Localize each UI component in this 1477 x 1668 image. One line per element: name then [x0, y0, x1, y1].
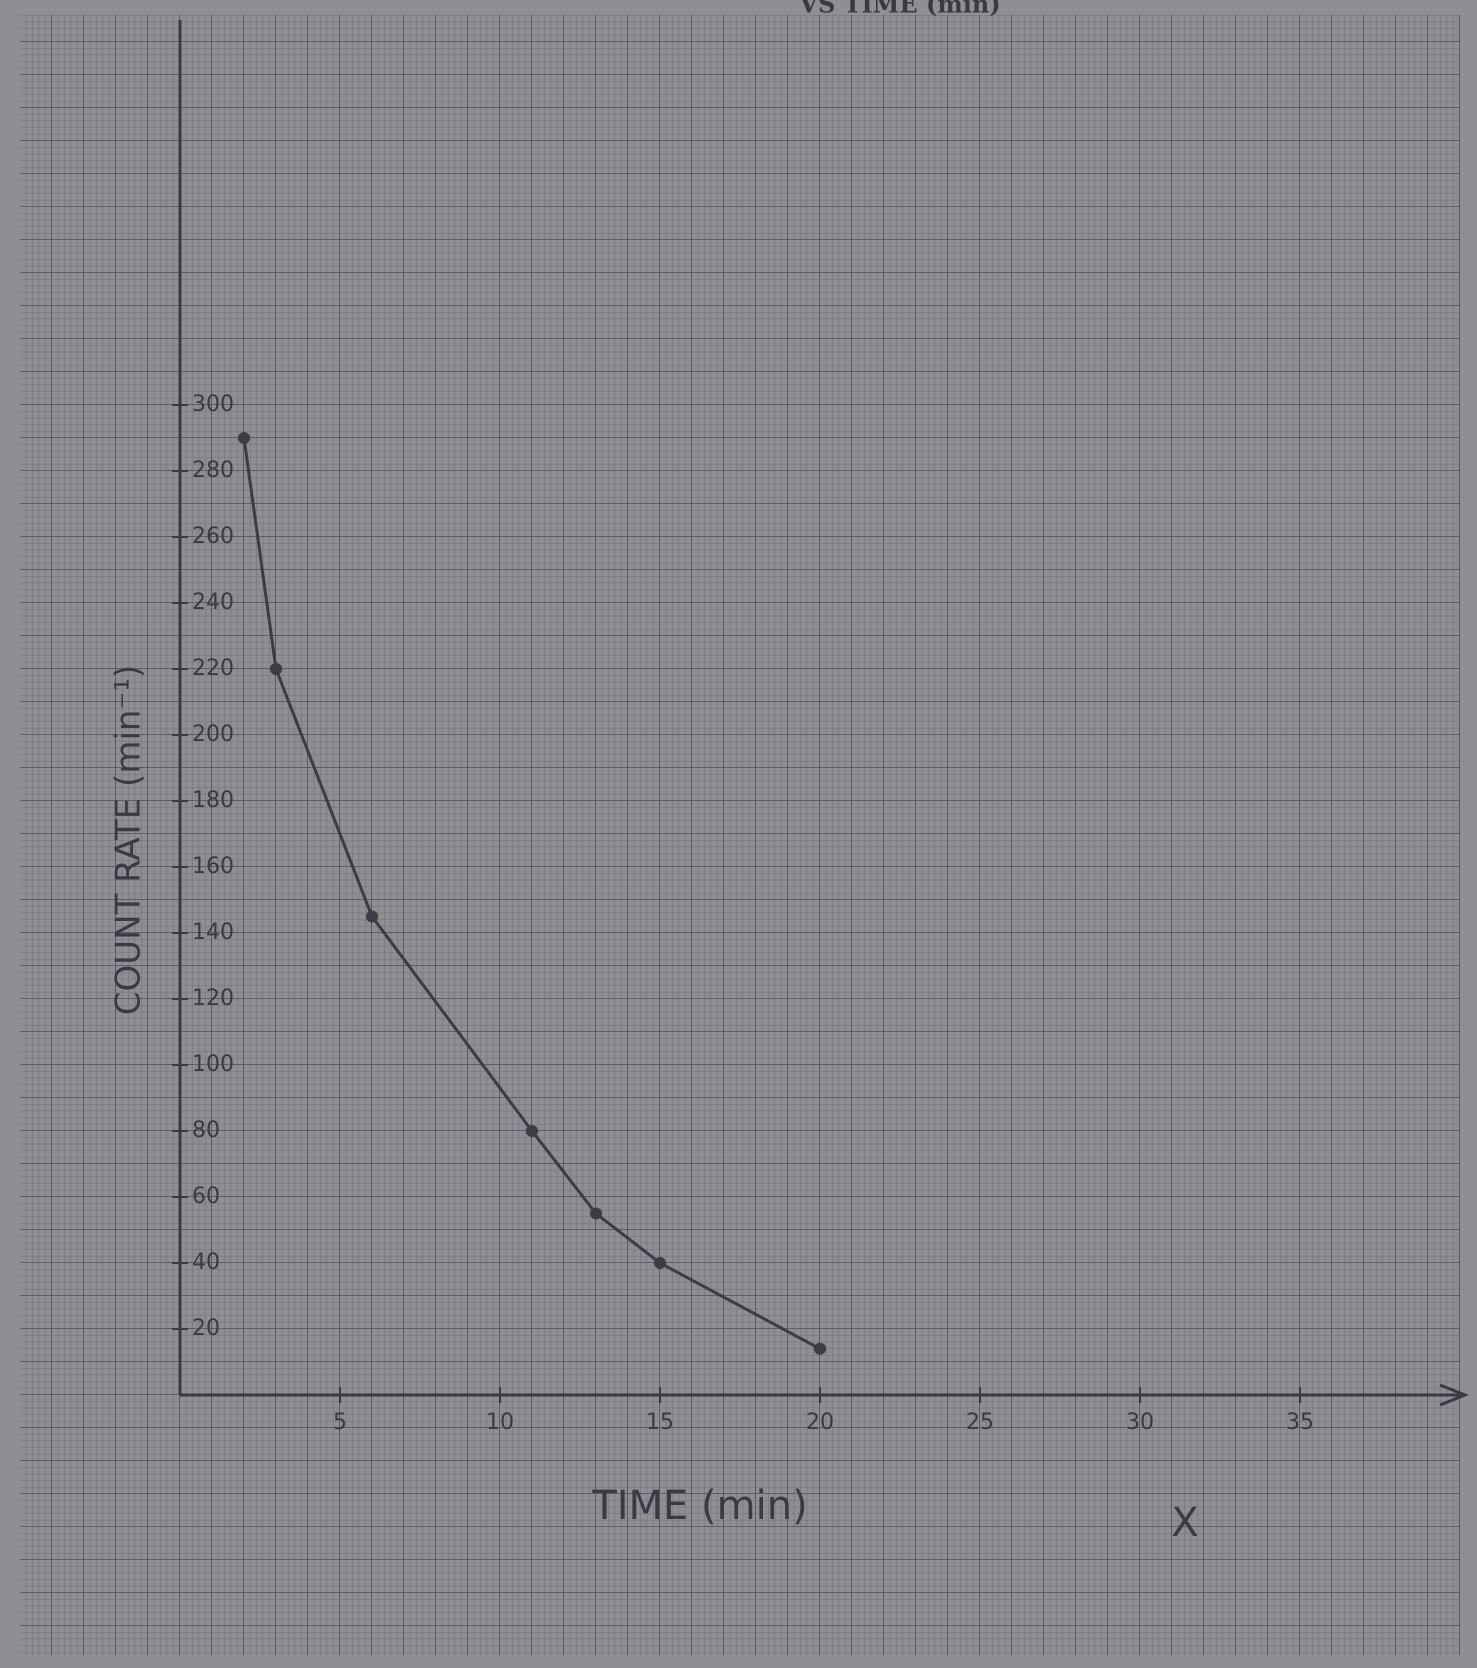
y-tick-label: 140 — [192, 920, 234, 945]
y-axis-title: COUNT RATE (min⁻¹) — [109, 665, 149, 1016]
data-point — [366, 911, 378, 923]
data-point — [654, 1257, 666, 1269]
page: {"chart_data": {"type": "line", "title":… — [0, 0, 1477, 1668]
x-tick-label: 30 — [1126, 1410, 1154, 1435]
x-tick-label: 20 — [806, 1410, 834, 1435]
x-axis-end-label: X — [1171, 1500, 1198, 1546]
y-tick-label: 240 — [192, 590, 234, 615]
y-tick-label: 300 — [192, 392, 234, 417]
y-tick-label: 160 — [192, 854, 234, 879]
y-tick-label: 220 — [192, 656, 234, 681]
y-tick-label: 100 — [192, 1052, 234, 1077]
chart-title: VS TIME (min) — [798, 0, 1000, 19]
y-tick-label: 60 — [192, 1184, 220, 1209]
y-tick-label: 180 — [192, 788, 234, 813]
data-point — [814, 1343, 826, 1355]
data-point — [270, 663, 282, 675]
y-tick-label: 120 — [192, 986, 234, 1011]
x-axis-title: TIME (min) — [591, 1483, 807, 1529]
data-point — [238, 432, 250, 444]
x-tick-label: 35 — [1286, 1410, 1314, 1435]
y-tick-label: 280 — [192, 458, 234, 483]
y-tick-label: 200 — [192, 722, 234, 747]
x-tick-label: 5 — [333, 1410, 347, 1435]
y-tick-label: 40 — [192, 1250, 220, 1275]
y-tick-label: 80 — [192, 1118, 220, 1143]
x-tick-label: 25 — [966, 1410, 994, 1435]
chart: VS TIME (min) TIME (min) X COUNT RATE (m… — [0, 0, 1477, 1668]
y-tick-label: 20 — [192, 1316, 220, 1341]
x-tick-label: 15 — [646, 1410, 674, 1435]
data-point — [526, 1125, 538, 1137]
y-tick-label: 260 — [192, 524, 234, 549]
graph-paper-major — [20, 15, 1460, 1655]
x-tick-label: 10 — [486, 1410, 514, 1435]
data-point — [590, 1208, 602, 1220]
